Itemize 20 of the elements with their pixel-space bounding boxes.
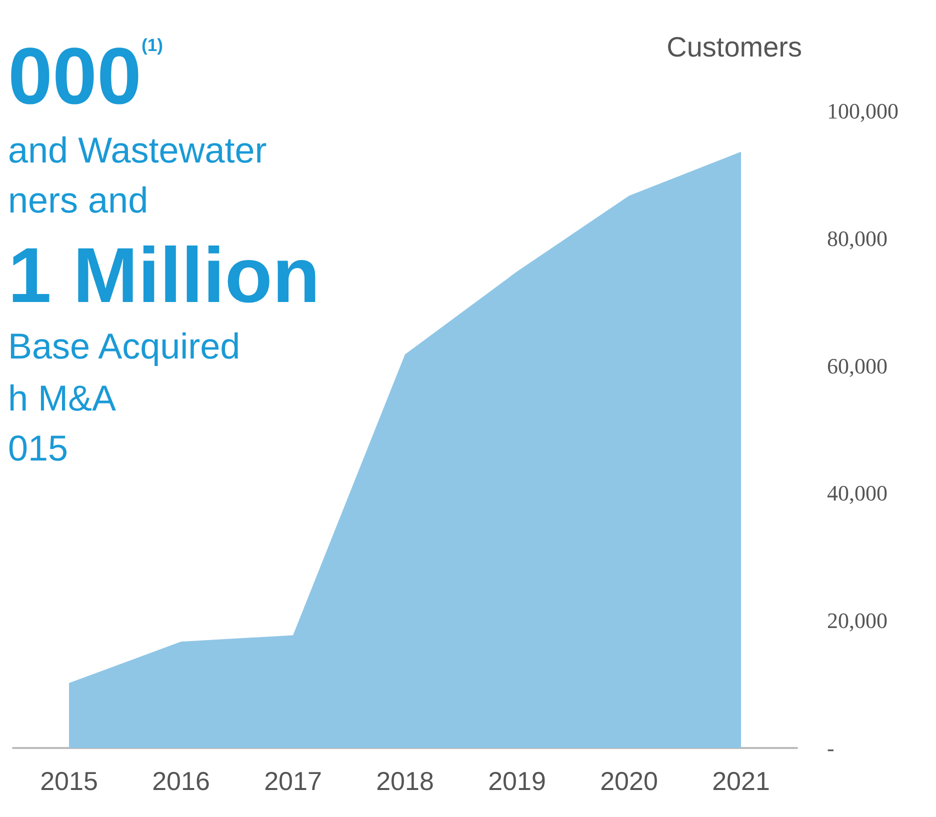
- annotation: ners and: [8, 180, 148, 220]
- x-tick-label: 2020: [600, 766, 658, 796]
- y-tick-label: 40,000: [827, 480, 888, 506]
- annotation: 1 Million: [8, 231, 320, 319]
- x-tick-label: 2016: [152, 766, 210, 796]
- x-tick-label: 2019: [488, 766, 546, 796]
- x-tick-label: 2021: [712, 766, 770, 796]
- y-tick-label: 60,000: [827, 353, 888, 378]
- y-tick-label: 100,000: [827, 98, 898, 124]
- x-tick-label: 2015: [40, 766, 98, 796]
- x-tick-label: 2017: [264, 766, 322, 796]
- annotation: h M&A: [8, 378, 116, 418]
- y-axis-title: Customers: [666, 32, 802, 62]
- y-tick-label: -: [827, 736, 834, 760]
- y-tick-label: 20,000: [827, 608, 888, 634]
- annotation: 015: [8, 428, 68, 468]
- annotation: and Wastewater: [8, 130, 267, 170]
- x-tick-label: 2018: [376, 766, 434, 796]
- y-tick-label: 80,000: [827, 226, 888, 251]
- annotation: Base Acquired: [8, 326, 240, 366]
